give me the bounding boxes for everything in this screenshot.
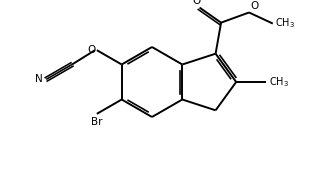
Text: CH$_3$: CH$_3$ (275, 17, 295, 30)
Text: O: O (193, 0, 201, 6)
Text: Br: Br (91, 117, 103, 127)
Text: N: N (35, 74, 43, 84)
Text: O: O (250, 2, 258, 11)
Text: O: O (88, 45, 96, 55)
Text: CH$_3$: CH$_3$ (269, 75, 289, 89)
